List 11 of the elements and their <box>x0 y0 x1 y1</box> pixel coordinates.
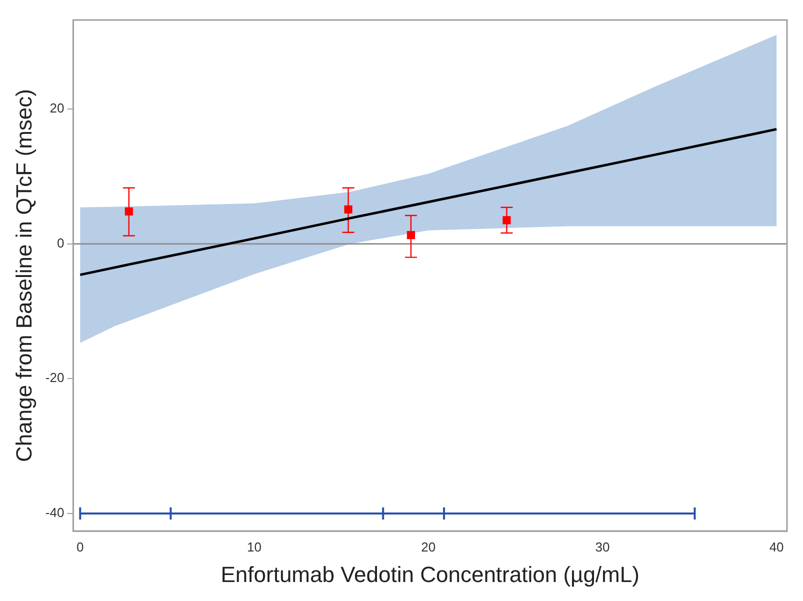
x-tick-label: 30 <box>595 539 610 554</box>
y-axis-title: Change from Baseline in QTcF (msec) <box>11 89 36 462</box>
y-tick-label: -20 <box>45 370 64 386</box>
x-tick-label: 40 <box>769 539 784 554</box>
x-tick-label: 20 <box>421 539 436 554</box>
y-tick-label: -40 <box>45 505 64 520</box>
x-tick-label: 10 <box>247 539 262 554</box>
y-tick-label: 0 <box>56 235 64 250</box>
x-tick-label: 0 <box>76 539 84 554</box>
x-axis-title: Enfortumab Vedotin Concentration (µg/mL) <box>220 562 640 587</box>
y-tick-label: 20 <box>50 100 64 116</box>
